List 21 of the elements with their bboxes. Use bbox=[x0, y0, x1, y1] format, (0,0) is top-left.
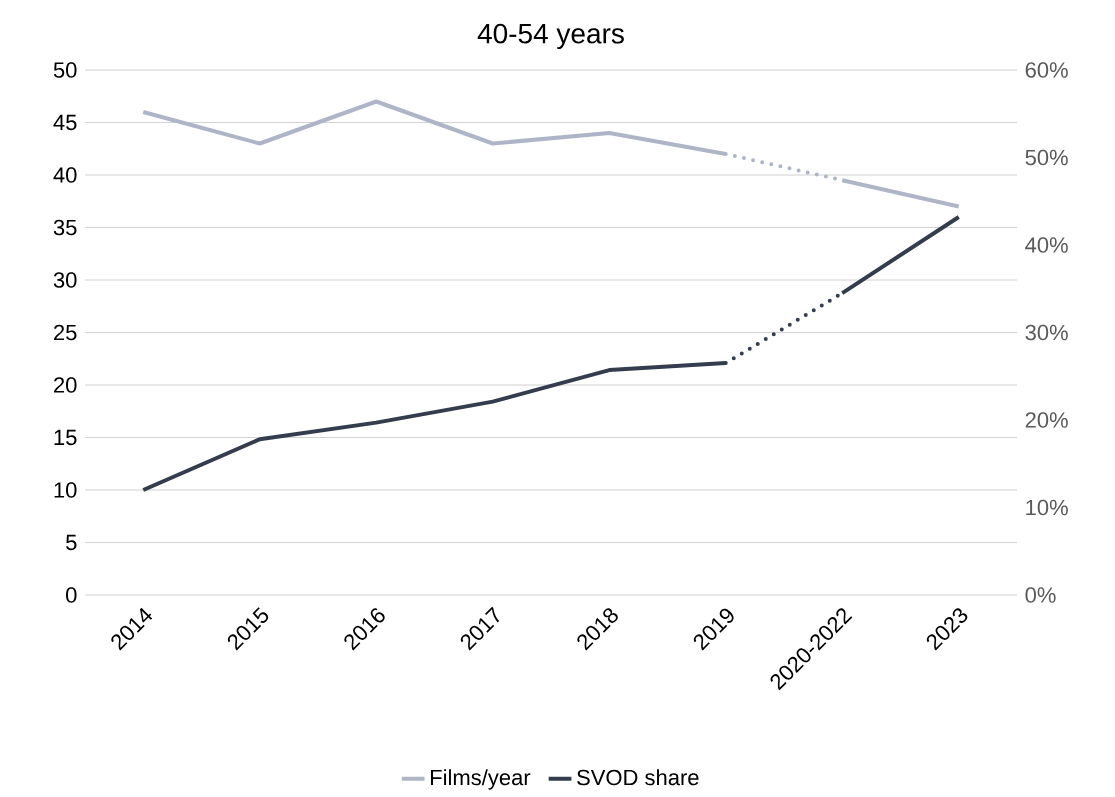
y-tick-label: 0 bbox=[66, 587, 77, 603]
y-tick-label: 20 bbox=[54, 377, 77, 393]
y2-tick-label: 40% bbox=[1025, 237, 1068, 253]
y-tick-label: 15 bbox=[54, 429, 77, 446]
y-tick-label: 5 bbox=[66, 534, 77, 551]
y2-tick-label: 0% bbox=[1025, 587, 1056, 603]
y2-tick-label: 60% bbox=[1025, 62, 1068, 78]
y2-tick-label: 20% bbox=[1025, 412, 1068, 428]
y-tick-label: 40 bbox=[53, 167, 77, 183]
y-tick-label: 45 bbox=[53, 114, 77, 131]
y2-tick-label: 10% bbox=[1026, 499, 1068, 516]
y-tick-label: 50 bbox=[53, 62, 77, 78]
legend-label: Films/year bbox=[431, 769, 531, 790]
chart-title: 40-54 years bbox=[477, 23, 624, 50]
y-tick-label: 25 bbox=[54, 324, 77, 341]
y-tick-label: 35 bbox=[53, 219, 77, 236]
y-tick-label: 30 bbox=[53, 272, 77, 288]
y-tick-label: 10 bbox=[54, 482, 77, 498]
y2-tick-label: 30% bbox=[1025, 324, 1068, 341]
legend-label: SVOD share bbox=[577, 769, 699, 786]
y2-tick-label: 50% bbox=[1025, 149, 1068, 166]
